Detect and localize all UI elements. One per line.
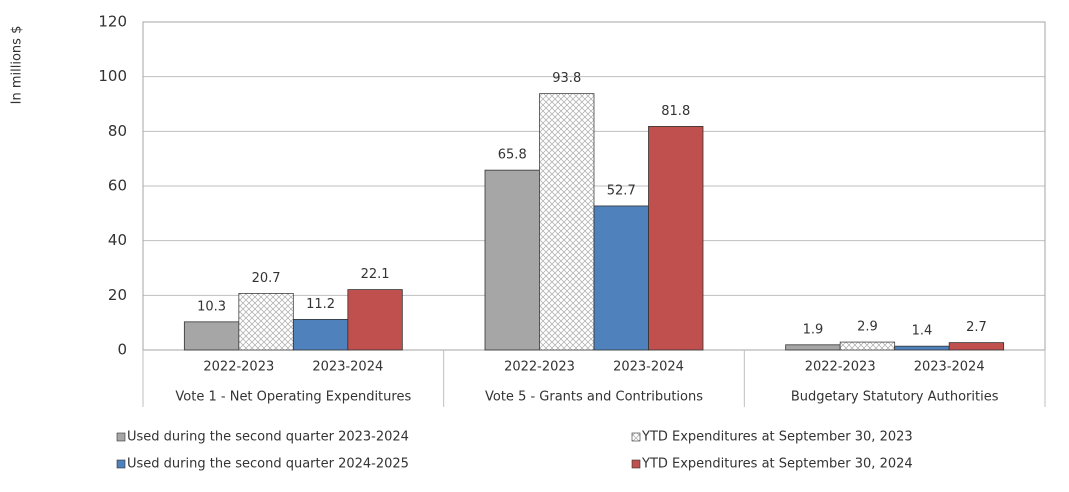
y-tick-label: 0 <box>117 341 127 359</box>
value-label: 1.9 <box>803 322 824 337</box>
value-label: 93.8 <box>552 71 581 86</box>
legend-swatch <box>116 432 126 442</box>
value-label: 2.9 <box>857 320 878 335</box>
subcategory-label: 2023-2024 <box>914 360 985 375</box>
legend-label: YTD Expenditures at September 30, 2024 <box>641 457 913 472</box>
subcategory-label: 2022-2023 <box>805 360 876 375</box>
bar <box>648 126 704 351</box>
subcategory-label: 2022-2023 <box>504 360 575 375</box>
bar <box>484 169 540 351</box>
category-label: Budgetary Statutory Authorities <box>791 390 999 405</box>
legend-swatch <box>631 432 641 442</box>
legend-label: YTD Expenditures at September 30, 2023 <box>641 430 913 445</box>
y-tick-label: 100 <box>98 67 127 85</box>
value-label: 81.8 <box>661 104 690 119</box>
legend-label: Used during the second quarter 2024-2025 <box>127 457 409 472</box>
bar <box>292 318 349 351</box>
bar <box>347 289 403 351</box>
legend-label: Used during the second quarter 2023-2024 <box>127 430 409 445</box>
bar <box>238 293 294 351</box>
value-label: 52.7 <box>607 183 636 198</box>
bar <box>948 342 1005 351</box>
y-axis-label: In millions $ <box>10 26 25 105</box>
value-label: 11.2 <box>306 297 335 312</box>
bar <box>839 341 896 351</box>
y-tick-label: 20 <box>108 286 127 304</box>
bar <box>183 321 240 351</box>
subcategory-label: 2023-2024 <box>613 360 684 375</box>
bar <box>785 344 841 351</box>
value-label: 2.7 <box>966 320 987 335</box>
bar <box>593 205 649 351</box>
value-label: 20.7 <box>252 271 281 286</box>
y-tick-label: 120 <box>98 13 127 31</box>
y-tick-label: 80 <box>108 122 127 140</box>
bar <box>894 345 950 351</box>
legend-swatch <box>116 459 126 469</box>
y-tick-label: 60 <box>108 177 127 195</box>
value-label: 65.8 <box>498 148 527 163</box>
subcategory-label: 2023-2024 <box>312 360 383 375</box>
y-tick-label: 40 <box>108 231 127 249</box>
subcategory-label: 2022-2023 <box>203 360 274 375</box>
value-label: 22.1 <box>361 267 390 282</box>
category-label: Vote 1 - Net Operating Expenditures <box>175 390 411 405</box>
value-label: 10.3 <box>197 299 226 314</box>
value-label: 1.4 <box>912 324 933 339</box>
category-label: Vote 5 - Grants and Contributions <box>485 390 703 405</box>
bar <box>539 93 595 351</box>
legend-swatch <box>631 459 641 469</box>
